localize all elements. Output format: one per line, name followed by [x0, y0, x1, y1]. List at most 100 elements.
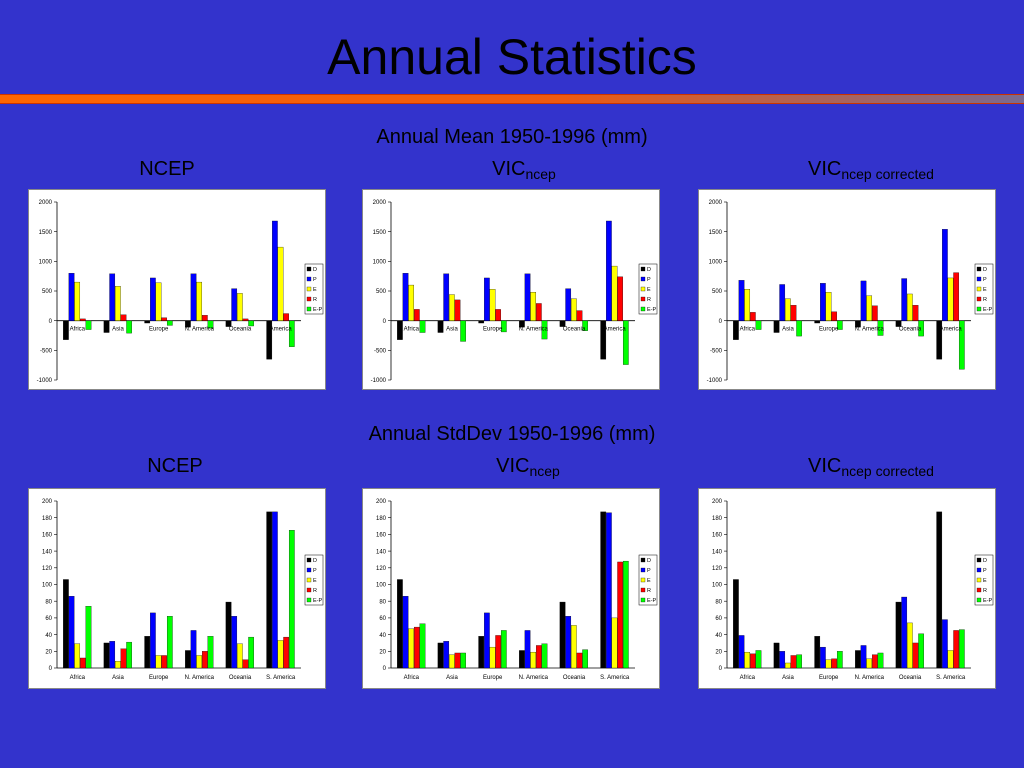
- legend: [304, 263, 324, 315]
- bar-e: [408, 284, 415, 321]
- bar-d: [895, 601, 902, 669]
- y-tick-label: 2000: [373, 200, 387, 206]
- bar-p: [565, 616, 572, 669]
- legend-label: E-P: [313, 307, 323, 313]
- y-tick-label: 1000: [373, 260, 387, 266]
- bar-e-p: [796, 320, 802, 337]
- bar-e-p: [877, 652, 884, 669]
- legend-swatch: [976, 597, 982, 603]
- bar-e: [947, 277, 954, 321]
- legend-swatch: [306, 266, 312, 272]
- bar-p: [738, 280, 745, 321]
- bar-r: [202, 315, 208, 321]
- x-tick-label: Oceania: [899, 675, 922, 681]
- legend-label: E: [313, 287, 317, 293]
- legend-label: D: [313, 558, 317, 564]
- bar-e-p: [755, 650, 762, 669]
- y-tick-label: 1000: [709, 260, 723, 266]
- bar-r: [790, 305, 797, 321]
- x-tick-label: Africa: [404, 327, 420, 333]
- x-tick-label: Asia: [446, 327, 458, 333]
- y-tick-label: 200: [42, 499, 53, 505]
- bar-d: [478, 636, 485, 669]
- legend-swatch: [640, 587, 646, 593]
- y-tick-label: 1500: [709, 230, 723, 236]
- bar-r: [242, 659, 249, 669]
- bar-p: [484, 612, 490, 669]
- y-tick-label: 140: [376, 549, 387, 555]
- bar-d: [266, 511, 273, 669]
- bar-r: [617, 276, 623, 321]
- bar-e: [449, 294, 455, 321]
- x-tick-label: Africa: [404, 675, 420, 681]
- bar-d: [63, 320, 69, 340]
- bar-p: [190, 630, 197, 669]
- legend-label: D: [647, 558, 651, 564]
- bar-e: [237, 643, 243, 669]
- legend-swatch: [640, 597, 646, 603]
- bar-p: [109, 641, 116, 669]
- y-tick-label: 180: [712, 516, 723, 522]
- y-tick-label: 160: [42, 533, 53, 539]
- bar-e: [74, 281, 81, 321]
- bar-e: [155, 655, 162, 669]
- y-tick-label: -1000: [707, 378, 723, 384]
- x-tick-label: Europe: [819, 675, 839, 681]
- bar-d: [814, 636, 821, 669]
- bar-r: [120, 648, 127, 669]
- y-tick-label: -500: [710, 349, 723, 355]
- bar-e: [408, 628, 415, 669]
- label-sd-vic-corrected: VICncep corrected: [808, 455, 934, 479]
- x-tick-label: Europe: [483, 327, 503, 333]
- bar-e: [277, 640, 284, 669]
- bar-d: [144, 320, 151, 324]
- legend-swatch: [640, 296, 646, 302]
- mean-section-title: Annual Mean 1950-1996 (mm): [376, 126, 648, 148]
- y-tick-label: 0: [719, 666, 723, 672]
- y-tick-label: 2000: [39, 200, 53, 206]
- y-tick-label: 120: [376, 566, 387, 572]
- bar-e-p: [166, 616, 173, 669]
- bar-d: [103, 320, 110, 333]
- legend-swatch: [976, 577, 982, 583]
- legend-swatch: [306, 597, 312, 603]
- y-tick-label: 160: [376, 533, 387, 539]
- label-sd-ncep: NCEP: [147, 455, 203, 477]
- chart-sd-ncep: 0 20 40 60 80 100 120 140 160 180 200 Africa Asia Eur…: [28, 488, 326, 689]
- x-tick-label: Europe: [819, 327, 839, 333]
- bar-e: [489, 289, 496, 321]
- legend-label: P: [647, 277, 651, 283]
- y-tick-label: 2000: [709, 200, 723, 206]
- bar-d: [936, 511, 943, 669]
- bar-d: [397, 320, 403, 340]
- legend-swatch: [306, 567, 312, 573]
- legend-label: R: [983, 588, 987, 594]
- y-tick-label: 80: [379, 599, 386, 605]
- bar-e: [785, 662, 791, 669]
- bar-p: [109, 273, 116, 321]
- bar-e: [571, 625, 577, 669]
- legend-swatch: [640, 577, 646, 583]
- bar-e-p: [288, 530, 295, 669]
- y-tick-label: 1500: [373, 230, 387, 236]
- bar-p: [150, 277, 156, 321]
- bar-d: [144, 636, 151, 669]
- bar-e: [196, 655, 203, 669]
- bar-d: [519, 650, 525, 669]
- y-tick-label: 60: [379, 616, 386, 622]
- bar-p: [443, 273, 450, 321]
- chart-sd-vic-ncep: 0 20 40 60 80 100 120 140 160 180 200 Africa Asia Eur…: [362, 488, 660, 689]
- bar-e-p: [918, 633, 924, 669]
- bar-d: [895, 320, 902, 327]
- bar-r: [283, 636, 289, 669]
- bar-e-p: [582, 649, 588, 669]
- bar-p: [272, 220, 278, 321]
- bar-e-p: [85, 606, 92, 669]
- bar-d: [397, 579, 403, 669]
- bar-e: [571, 298, 577, 321]
- legend-swatch: [306, 306, 312, 312]
- legend-label: R: [647, 588, 651, 594]
- bar-r: [242, 318, 249, 321]
- legend: [304, 554, 324, 606]
- bar-p: [402, 273, 409, 321]
